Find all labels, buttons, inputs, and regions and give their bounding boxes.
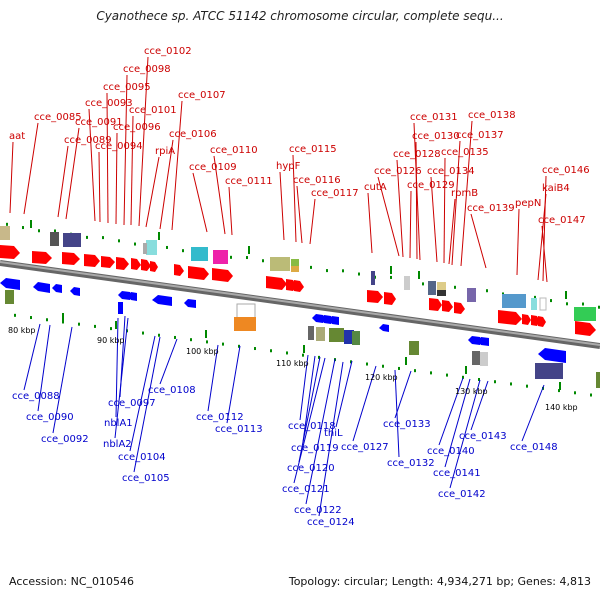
forward-gene-label: kaiB4 [542, 183, 570, 194]
forward-gene-label: cce_0098 [123, 64, 171, 75]
kbp-label: 130 kbp [455, 387, 488, 396]
reverse-gene-label: cce_0097 [108, 398, 156, 409]
reverse-gene-label: cce_0122 [294, 505, 342, 516]
reverse-gene-label: thiL [324, 428, 343, 439]
reverse-gene-label: cce_0140 [427, 446, 475, 457]
reverse-gene-label: cce_0148 [510, 442, 558, 453]
forward-gene-label: cce_0106 [169, 129, 217, 140]
forward-gene-label: cce_0116 [293, 175, 341, 186]
reverse-gene-label: cce_0118 [288, 421, 336, 432]
kbp-scale-labels: 80 kbp 90 kbp 100 kbp 110 kbp 120 kbp 130 kbp… [8, 326, 578, 412]
forward-gene-label: cce_0126 [374, 166, 422, 177]
reverse-gene-label: nblA2 [103, 439, 132, 450]
forward-gene-label: cce_0093 [85, 98, 133, 109]
kbp-label: 90 kbp [97, 336, 125, 345]
forward-gene-label: cce_0131 [410, 112, 458, 123]
forward-gene-label: cutA [364, 182, 387, 193]
forward-gene-label: cce_0094 [95, 141, 143, 152]
forward-gene-label: cce_0138 [468, 110, 516, 121]
kbp-label: 110 kbp [276, 359, 309, 368]
forward-gene-label: cce_0134 [427, 166, 475, 177]
forward-gene-label: cce_0137 [456, 130, 504, 141]
reverse-gene-label: cce_0127 [341, 442, 389, 453]
reverse-gene-label: cce_0120 [287, 463, 335, 474]
accession-text: Accession: NC_010546 [9, 575, 135, 588]
forward-gene-label: rpmB [451, 188, 478, 199]
tick-track [6, 220, 600, 397]
feature-boxes [0, 226, 600, 388]
reverse-gene-label: nblA1 [104, 418, 133, 429]
reverse-gene-label: cce_0104 [118, 452, 166, 463]
kbp-label: 120 kbp [365, 373, 398, 382]
map-title: Cyanothece sp. ATCC 51142 chromosome cir… [96, 9, 504, 23]
forward-gene-label: cce_0107 [178, 90, 226, 101]
kbp-label: 80 kbp [8, 326, 36, 335]
kbp-label: 100 kbp [186, 347, 219, 356]
forward-genes [0, 245, 596, 336]
forward-gene-label: cce_0147 [538, 215, 586, 226]
reverse-genes [0, 278, 566, 363]
reverse-gene-label: cce_0121 [282, 484, 330, 495]
reverse-gene-label: cce_0143 [459, 431, 507, 442]
forward-gene-label: pepN [515, 198, 541, 209]
reverse-gene-label: cce_0105 [122, 473, 170, 484]
forward-gene-label: cce_0115 [289, 144, 337, 155]
forward-gene-label: aat [9, 131, 25, 142]
forward-gene-label: cce_0091 [75, 117, 123, 128]
reverse-gene-label: cce_0142 [438, 489, 486, 500]
reverse-gene-label: cce_0113 [215, 424, 263, 435]
forward-gene-label: cce_0110 [210, 145, 258, 156]
reverse-gene-label: cce_0112 [196, 412, 244, 423]
reverse-gene-label: cce_0088 [12, 391, 60, 402]
reverse-gene-label: cce_0090 [26, 412, 74, 423]
forward-gene-label: cce_0101 [129, 105, 177, 116]
forward-gene-label: rpiA [155, 146, 175, 157]
leader-lines [9, 56, 548, 517]
reverse-gene-label: cce_0119 [291, 443, 339, 454]
forward-gene-label: cce_0146 [542, 165, 590, 176]
forward-gene-label: cce_0089 [64, 135, 112, 146]
forward-gene-label: cce_0129 [407, 180, 455, 191]
forward-gene-label: cce_0117 [311, 188, 359, 199]
reverse-gene-label: cce_0132 [387, 458, 435, 469]
reverse-gene-label: cce_0108 [148, 385, 196, 396]
kbp-label: 140 kbp [545, 403, 578, 412]
forward-gene-label: cce_0139 [467, 203, 515, 214]
forward-gene-label: cce_0102 [144, 46, 192, 57]
forward-gene-label: cce_0130 [412, 131, 460, 142]
forward-gene-label: cce_0128 [393, 149, 441, 160]
forward-gene-label: cce_0096 [113, 122, 161, 133]
topology-text: Topology: circular; Length: 4,934,271 bp… [288, 575, 591, 588]
reverse-gene-label: cce_0133 [383, 419, 431, 430]
forward-gene-label: cce_0095 [103, 82, 151, 93]
reverse-gene-labels: cce_0088 cce_0090 cce_0092 cce_0097 nblA1 nbl… [12, 385, 558, 528]
reverse-gene-label: cce_0141 [433, 468, 481, 479]
forward-gene-label: cce_0135 [441, 147, 489, 158]
forward-gene-label: cce_0085 [34, 112, 82, 123]
forward-gene-label: cce_0109 [189, 162, 237, 173]
reverse-gene-label: cce_0092 [41, 434, 89, 445]
reverse-gene-label: cce_0124 [307, 517, 355, 528]
forward-gene-label: cce_0111 [225, 176, 273, 187]
forward-gene-labels: aatcce_0085cce_0089cce_0091cce_0093cce_0… [9, 46, 590, 226]
forward-gene-label: hypF [276, 161, 301, 172]
